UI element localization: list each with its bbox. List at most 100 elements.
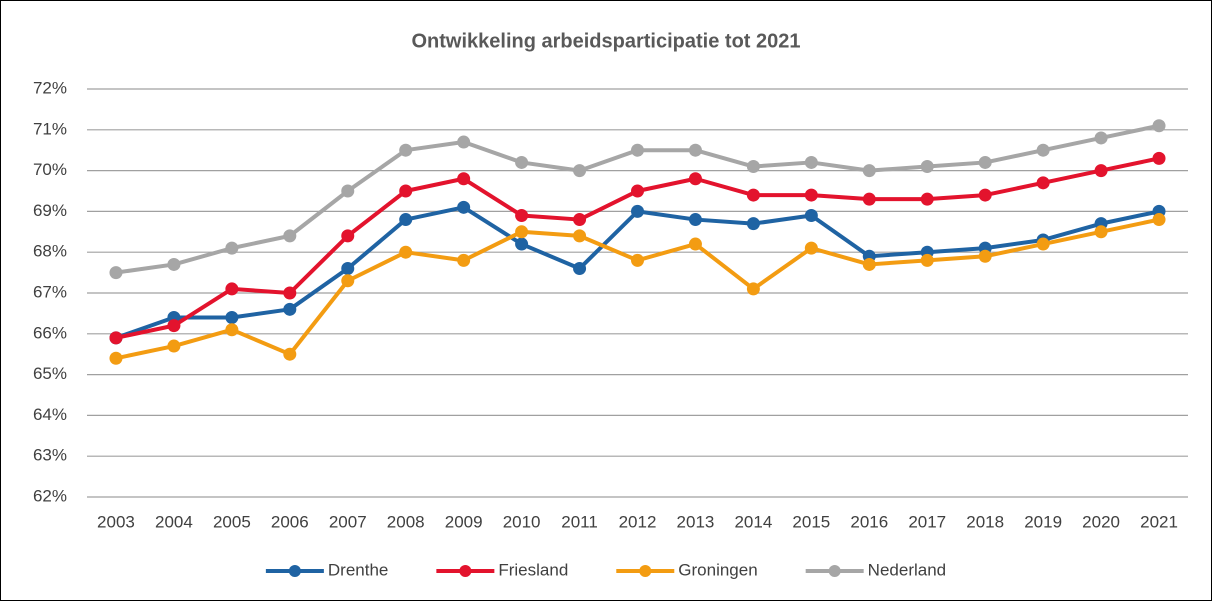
x-tick-label: 2012	[619, 512, 657, 531]
data-point	[1152, 213, 1166, 227]
x-tick-label: 2009	[445, 512, 483, 531]
data-point	[167, 257, 181, 271]
data-point	[746, 160, 760, 174]
data-point	[862, 164, 876, 178]
y-tick-label: 72%	[33, 78, 67, 97]
x-tick-label: 2007	[329, 512, 367, 531]
data-point	[631, 204, 644, 218]
chart-title: Ontwikkeling arbeidsparticipatie tot 202…	[411, 30, 800, 52]
data-point	[515, 225, 529, 239]
data-point	[688, 237, 702, 251]
data-point	[1094, 225, 1108, 239]
data-point	[746, 282, 760, 296]
y-tick-label: 70%	[33, 160, 67, 179]
legend-marker	[828, 565, 841, 577]
data-point	[457, 200, 471, 214]
data-point	[573, 262, 587, 276]
data-point	[1036, 176, 1050, 190]
data-point	[283, 286, 297, 300]
x-tick-label: 2015	[792, 512, 830, 531]
y-tick-label: 65%	[33, 364, 67, 383]
data-point	[457, 135, 471, 149]
y-tick-label: 66%	[33, 323, 67, 342]
data-point	[1094, 164, 1108, 178]
data-point	[109, 351, 123, 365]
data-point	[573, 213, 587, 227]
legend-label: Groningen	[678, 560, 757, 579]
data-point	[515, 155, 529, 169]
data-point	[399, 245, 413, 259]
data-point	[1036, 143, 1050, 157]
data-point	[573, 229, 587, 243]
data-point	[920, 192, 934, 206]
data-point	[225, 241, 239, 255]
data-point	[573, 164, 587, 178]
data-point	[1036, 237, 1050, 251]
x-tick-label: 2014	[734, 512, 772, 531]
data-point	[225, 323, 239, 337]
x-tick-label: 2016	[850, 512, 888, 531]
x-tick-label: 2013	[677, 512, 715, 531]
data-point	[1152, 151, 1166, 165]
y-tick-label: 71%	[33, 119, 67, 138]
data-point	[862, 257, 876, 271]
legend-label: Nederland	[868, 560, 946, 579]
x-tick-label: 2008	[387, 512, 425, 531]
data-point	[399, 213, 413, 227]
x-tick-label: 2011	[561, 512, 598, 531]
y-tick-label: 69%	[33, 201, 67, 220]
x-tick-label: 2004	[155, 512, 193, 531]
data-point	[283, 302, 297, 316]
data-point	[688, 213, 702, 227]
legend-marker	[288, 565, 301, 577]
data-point	[746, 188, 760, 202]
x-tick-label: 2005	[213, 512, 251, 531]
x-tick-label: 2021	[1140, 512, 1178, 531]
x-tick-label: 2018	[966, 512, 1004, 531]
y-tick-label: 62%	[33, 486, 67, 505]
data-point	[688, 143, 702, 157]
data-point	[804, 208, 818, 222]
data-point	[341, 184, 355, 198]
y-tick-label: 64%	[33, 405, 67, 424]
data-point	[631, 143, 644, 157]
x-tick-label: 2010	[503, 512, 541, 531]
data-point	[167, 319, 181, 333]
data-point	[225, 282, 239, 296]
data-point	[804, 188, 818, 202]
data-point	[515, 237, 529, 251]
data-point	[920, 253, 934, 267]
data-point	[688, 172, 702, 186]
data-point	[109, 331, 123, 345]
data-point	[746, 217, 760, 231]
x-tick-label: 2019	[1024, 512, 1062, 531]
x-tick-label: 2003	[97, 512, 135, 531]
data-point	[1094, 131, 1108, 145]
data-point	[804, 241, 818, 255]
data-point	[631, 253, 644, 267]
data-point	[341, 229, 355, 243]
legend-marker	[639, 565, 652, 577]
data-point	[399, 184, 413, 198]
data-point	[457, 253, 471, 267]
y-tick-label: 63%	[33, 446, 67, 465]
data-point	[978, 249, 992, 263]
data-point	[862, 192, 876, 206]
data-point	[457, 172, 471, 186]
data-point	[399, 143, 413, 157]
legend-marker	[459, 565, 472, 577]
y-tick-label: 67%	[33, 282, 67, 301]
x-tick-label: 2020	[1082, 512, 1120, 531]
data-point	[631, 184, 644, 198]
data-point	[515, 208, 529, 222]
legend-label: Friesland	[498, 560, 568, 579]
data-point	[1152, 119, 1166, 133]
legend-label: Drenthe	[328, 560, 388, 579]
data-point	[167, 339, 181, 353]
data-point	[978, 188, 992, 202]
data-point	[978, 155, 992, 169]
x-tick-label: 2006	[271, 512, 309, 531]
data-point	[283, 229, 297, 243]
